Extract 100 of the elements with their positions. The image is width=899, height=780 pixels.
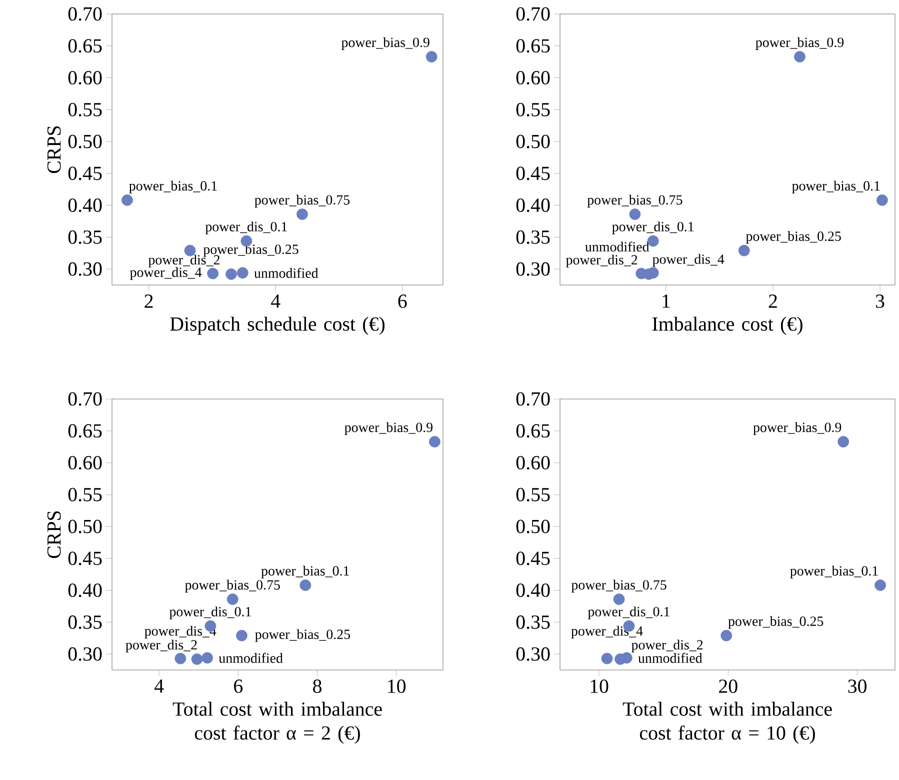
y-tick-label: 0.40	[68, 584, 102, 598]
x-tick-label: 6	[398, 294, 407, 308]
x-tick-label: 2	[768, 294, 777, 308]
y-tick-label: 0.45	[68, 166, 102, 180]
annotation: power_dis_0.1	[588, 606, 670, 620]
annotation: power_bias_0.75	[571, 580, 666, 592]
annotation: power_bias_0.9	[753, 422, 842, 435]
annotation: power_bias_0.25	[255, 629, 350, 642]
point	[874, 579, 886, 591]
x-tick-label: 4	[271, 294, 280, 308]
point	[794, 51, 806, 62]
y-tick-label: 0.30	[516, 262, 550, 276]
x-axis-title: Total cost with imbalance cost factor α = 10 (€)	[622, 702, 832, 744]
y-tick-label: 0.45	[516, 552, 550, 566]
y-tick-label: 0.55	[516, 488, 550, 502]
annotation: power_bias_0.25	[203, 244, 298, 257]
annotation: power_dis_0.1	[169, 606, 251, 620]
y-tick-label: 0.60	[68, 456, 102, 470]
annotation: power_bias_0.75	[587, 194, 682, 208]
y-tick-label: 0.70	[68, 7, 102, 21]
x-axis-title: Dispatch schedule cost (€)	[170, 316, 385, 335]
y-tick-label: 0.50	[516, 134, 550, 148]
point	[876, 194, 888, 206]
point	[226, 594, 238, 605]
x-axis-title: Total cost with imbalance cost factor α = 2 (€)	[172, 702, 382, 744]
point	[191, 653, 203, 665]
point	[296, 208, 308, 220]
annotation: power_bias_0.75	[184, 580, 280, 592]
y-tick-label: 0.35	[516, 615, 550, 629]
y-tick-label: 0.60	[516, 70, 550, 85]
y-tick-label: 0.40	[516, 584, 550, 598]
point	[236, 267, 248, 279]
y-tick-label: 0.65	[516, 39, 550, 53]
x-tick-label: 4	[154, 680, 164, 693]
y-tick-label: 0.50	[516, 520, 550, 534]
point	[647, 235, 659, 247]
annotation: power_bias_0.1	[792, 180, 880, 194]
y-tick-label: 0.65	[68, 39, 102, 53]
y-tick-label: 0.35	[68, 230, 102, 244]
y-tick-label: 0.65	[516, 424, 550, 438]
y-tick-label: 0.45	[516, 166, 550, 180]
y-tick-label: 0.30	[68, 647, 102, 661]
y-tick-label: 0.50	[68, 134, 102, 148]
x-tick-label: 1	[662, 294, 670, 308]
y-tick-label: 0.30	[516, 647, 550, 661]
annotation: unmodified	[218, 652, 283, 663]
point	[174, 652, 186, 664]
x-tick-label: 3	[876, 294, 884, 308]
annotation: power_dis_4	[130, 267, 202, 280]
point	[426, 51, 438, 62]
annotation: unmodified	[585, 242, 650, 252]
y-tick-label: 0.70	[516, 7, 550, 21]
x-tick-label: 10	[388, 680, 406, 693]
annotation: power_bias_0.1	[129, 180, 217, 194]
annotation: power_bias_0.1	[261, 566, 349, 578]
annotation: power_dis_2	[632, 640, 703, 652]
y-tick-label: 0.35	[516, 230, 550, 244]
y-tick-label: 0.55	[516, 102, 550, 116]
point	[226, 268, 237, 280]
annotation: power_bias_0.9	[341, 37, 430, 50]
y-tick-label: 0.70	[516, 392, 550, 406]
annotation: power_bias_0.9	[756, 37, 844, 50]
point	[122, 194, 133, 206]
annotation: power_dis_4	[571, 626, 643, 639]
y-tick-label: 0.35	[68, 615, 102, 629]
annotation: power_dis_2	[126, 640, 197, 652]
point	[738, 244, 750, 256]
point	[720, 630, 732, 642]
x-tick-label: 20	[719, 680, 738, 693]
point	[207, 268, 219, 280]
y-tick-label: 0.45	[68, 552, 102, 566]
annotation: power_dis_0.1	[205, 222, 287, 234]
annotation: power_bias_0.9	[344, 422, 432, 435]
y-axis-title: CRPS	[47, 126, 61, 174]
point	[236, 630, 248, 642]
y-tick-label: 0.55	[68, 488, 102, 502]
x-tick-label: 2	[144, 294, 153, 308]
point	[838, 436, 850, 448]
point	[429, 436, 440, 448]
annotation: power_dis_4	[144, 626, 216, 639]
y-tick-label: 0.60	[516, 456, 550, 470]
x-tick-label: 30	[848, 680, 867, 693]
y-tick-label: 0.40	[68, 198, 102, 212]
annotation: power_bias_0.25	[746, 231, 841, 244]
annotation: power_dis_4	[652, 254, 724, 267]
y-tick-label: 0.65	[68, 424, 102, 438]
y-tick-label: 0.50	[68, 520, 102, 534]
point	[202, 652, 214, 664]
annotation: power_dis_2	[566, 254, 638, 268]
annotation: power_bias_0.1	[790, 566, 878, 578]
y-tick-label: 0.40	[516, 198, 550, 212]
annotation: power_dis_0.1	[612, 222, 694, 234]
annotation: unmodified	[638, 652, 702, 663]
y-axis-title: CRPS	[47, 511, 61, 558]
x-tick-label: 6	[234, 680, 243, 693]
x-tick-label: 8	[313, 680, 322, 693]
annotation: power_bias_0.75	[254, 194, 350, 208]
y-tick-label: 0.60	[68, 70, 102, 85]
point	[629, 208, 641, 220]
y-tick-label: 0.55	[68, 102, 102, 116]
